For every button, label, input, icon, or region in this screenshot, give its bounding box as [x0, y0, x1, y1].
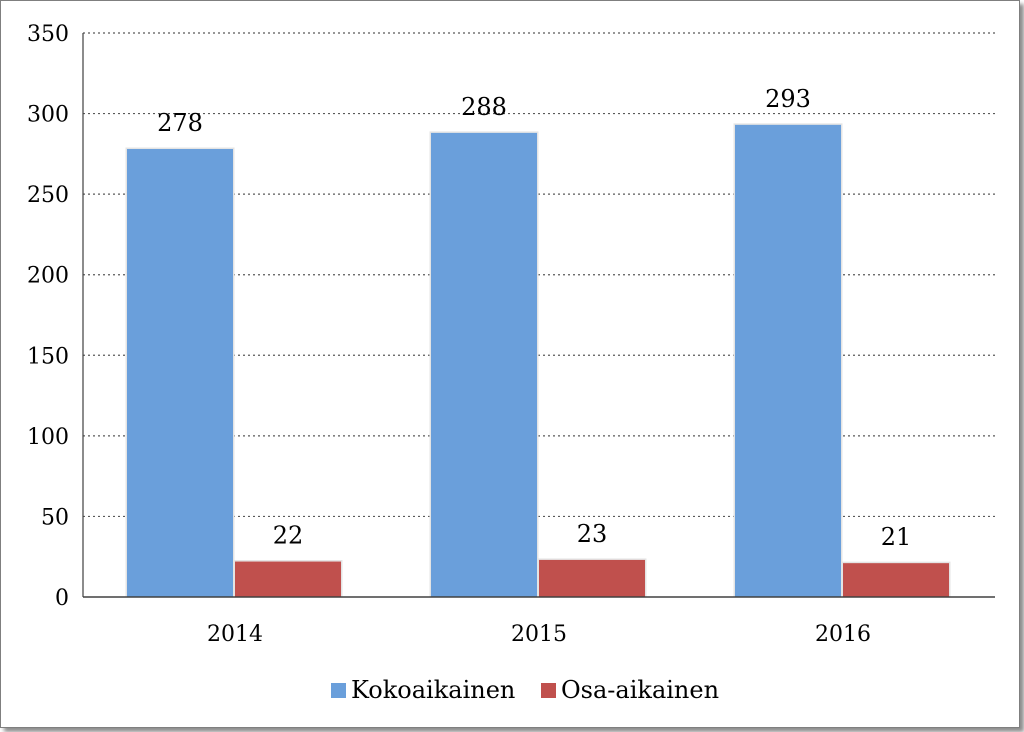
- x-axis-ticks: 2014 2015 2016: [207, 622, 871, 647]
- legend-swatch: [541, 683, 556, 698]
- bar-kokoaikainen-2016: [735, 124, 841, 597]
- bar-kokoaikainen-2014: [127, 149, 233, 597]
- y-tick-label: 250: [27, 183, 69, 208]
- y-tick-label: 300: [27, 103, 69, 128]
- data-label: 288: [461, 93, 507, 121]
- axes: [82, 33, 995, 598]
- y-tick-label: 0: [55, 586, 69, 611]
- y-tick-label: 150: [27, 344, 69, 369]
- data-labels: 278 22 288 23 293 21: [157, 85, 911, 551]
- legend-item-osa-aikainen: Osa-aikainen: [541, 676, 719, 704]
- legend-item-kokoaikainen: Kokoaikainen: [331, 676, 515, 704]
- y-tick-label: 50: [41, 505, 69, 530]
- data-label: 293: [765, 85, 811, 113]
- bar-osa-aikainen-2016: [843, 563, 949, 597]
- bar-osa-aikainen-2015: [539, 559, 645, 597]
- data-label: 278: [157, 109, 203, 137]
- y-axis-ticks: 0 50 100 150 200 250 300 350: [27, 22, 69, 611]
- legend-label: Osa-aikainen: [561, 676, 719, 704]
- gridlines: [83, 32, 995, 518]
- x-tick-label: 2014: [207, 622, 263, 647]
- legend: Kokoaikainen Osa-aikainen: [331, 676, 719, 704]
- x-tick-label: 2016: [815, 622, 871, 647]
- data-label: 21: [881, 523, 912, 551]
- x-tick-label: 2015: [511, 622, 567, 647]
- data-label: 23: [577, 520, 608, 548]
- bars: [125, 123, 951, 597]
- data-label: 22: [273, 522, 304, 550]
- y-tick-label: 100: [27, 425, 69, 450]
- y-tick-label: 200: [27, 264, 69, 289]
- legend-swatch: [331, 683, 346, 698]
- legend-label: Kokoaikainen: [351, 676, 515, 704]
- y-tick-label: 350: [27, 22, 69, 47]
- bar-kokoaikainen-2015: [431, 132, 537, 597]
- bar-osa-aikainen-2014: [235, 561, 341, 597]
